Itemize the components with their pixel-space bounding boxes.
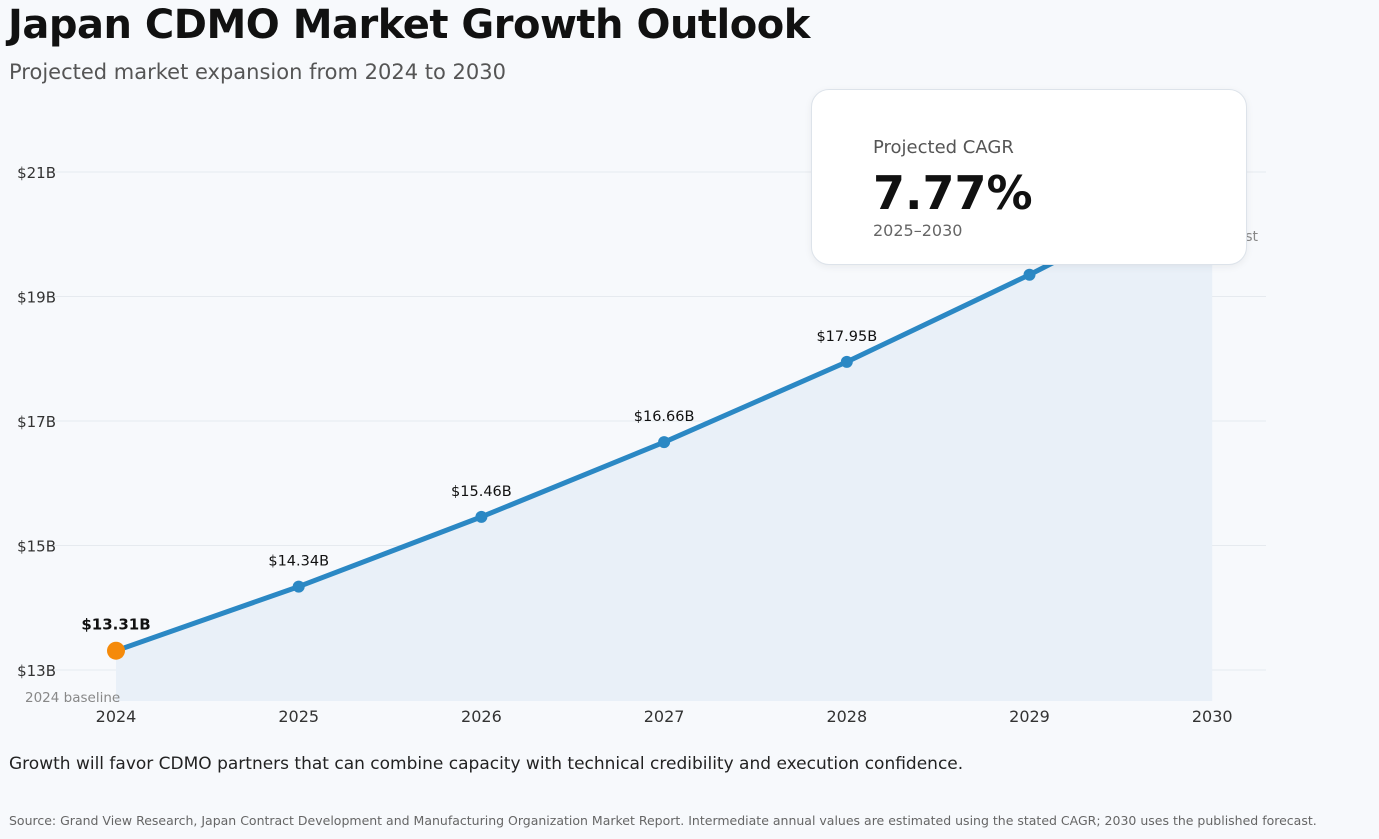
y-tick-label: $17B xyxy=(17,413,56,431)
y-tick-label: $13B xyxy=(17,662,56,680)
baseline-point xyxy=(107,641,125,660)
page-title: Japan CDMO Market Growth Outlook xyxy=(8,2,810,48)
cagr-callout-card: Projected CAGR 7.77% 2025–2030 xyxy=(811,89,1247,265)
data-label: $14.34B xyxy=(268,554,329,570)
area-fill xyxy=(116,181,1213,701)
callout-period: 2025–2030 xyxy=(873,221,963,240)
x-tick-label: 2027 xyxy=(644,707,685,726)
source-note: Source: Grand View Research, Japan Contr… xyxy=(9,813,1317,828)
forecast-annotation: st xyxy=(1245,229,1258,245)
x-tick-label: 2026 xyxy=(461,707,502,726)
x-tick-label: 2025 xyxy=(278,707,319,726)
data-label: $16.66B xyxy=(634,409,695,425)
page-subtitle: Projected market expansion from 2024 to … xyxy=(9,60,506,84)
data-point xyxy=(292,580,305,593)
data-point xyxy=(475,510,488,523)
data-label: $13.31B xyxy=(81,616,150,634)
x-tick-label: 2029 xyxy=(1009,707,1050,726)
data-point xyxy=(840,355,853,368)
callout-label: Projected CAGR xyxy=(873,137,1014,158)
x-tick-label: 2028 xyxy=(826,707,867,726)
x-tick-label: 2024 xyxy=(96,707,137,726)
y-tick-label: $19B xyxy=(17,289,56,307)
data-label: $17.95B xyxy=(816,329,877,345)
footnote: Growth will favor CDMO partners that can… xyxy=(9,754,964,774)
data-point xyxy=(1023,268,1036,281)
data-point xyxy=(658,436,671,449)
y-tick-label: $21B xyxy=(17,164,56,182)
callout-value: 7.77% xyxy=(873,166,1033,220)
baseline-annotation: 2024 baseline xyxy=(25,690,120,706)
y-tick-label: $15B xyxy=(17,538,56,556)
x-tick-label: 2030 xyxy=(1192,707,1233,726)
data-label: $15.46B xyxy=(451,484,512,500)
